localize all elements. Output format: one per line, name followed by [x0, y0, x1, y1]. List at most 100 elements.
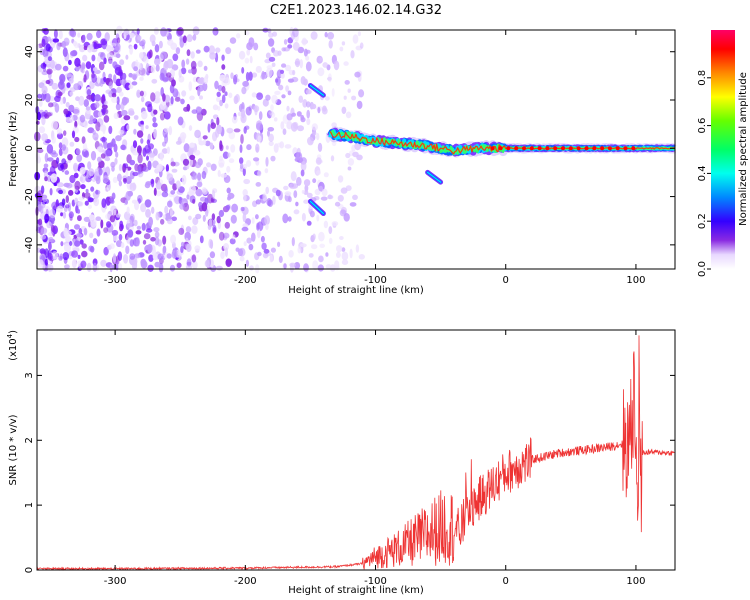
noise-speckle	[345, 111, 352, 119]
noise-speckle	[208, 238, 213, 249]
noise-speckle	[219, 74, 226, 82]
noise-speckle	[267, 28, 272, 34]
noise-speckle	[325, 264, 332, 269]
spectrogram-y-ticks: -40 -20 0 20 40	[24, 45, 675, 253]
signal-peak-dot	[490, 146, 495, 151]
noise-speckle	[122, 178, 127, 183]
noise-speckle	[297, 125, 304, 132]
noise-speckle	[188, 69, 193, 74]
noise-speckle	[195, 213, 202, 220]
noise-speckle	[268, 56, 276, 62]
signal-peak-dot	[600, 146, 605, 151]
noise-speckle	[197, 172, 202, 181]
noise-speckle	[141, 39, 146, 46]
noise-speckle	[123, 97, 130, 104]
noise-speckle	[81, 250, 88, 258]
noise-speckle	[119, 91, 124, 97]
noise-speckle	[145, 228, 153, 233]
noise-speckle	[291, 112, 297, 117]
noise-speckle	[41, 116, 46, 126]
noise-speckle	[96, 56, 102, 63]
noise-speckle	[99, 124, 107, 132]
noise-speckle	[162, 246, 166, 256]
noise-speckle	[126, 206, 130, 214]
noise-speckle	[114, 157, 118, 165]
noise-speckle	[295, 201, 299, 207]
noise-speckle	[225, 145, 229, 150]
noise-speckle	[218, 231, 225, 241]
noise-speckle	[293, 190, 298, 199]
noise-speckle	[312, 131, 317, 136]
noise-speckle	[44, 152, 49, 163]
noise-speckle	[291, 76, 299, 83]
noise-speckle	[103, 227, 109, 234]
noise-speckle	[45, 79, 51, 85]
signal-peak-dot	[545, 146, 550, 151]
noise-speckle	[129, 46, 134, 55]
noise-speckle	[285, 85, 289, 92]
noise-speckle	[100, 137, 107, 142]
noise-speckle	[222, 151, 229, 159]
noise-speckle	[115, 151, 119, 158]
noise-speckle	[50, 173, 58, 183]
noise-speckle	[135, 230, 142, 235]
noise-speckle	[61, 40, 67, 48]
noise-speckle	[136, 225, 142, 230]
noise-speckle	[114, 66, 122, 76]
noise-speckle	[67, 154, 73, 161]
noise-speckle	[300, 117, 306, 123]
noise-speckle	[292, 41, 300, 51]
noise-speckle	[41, 85, 48, 95]
noise-speckle	[288, 196, 292, 203]
noise-speckle	[84, 192, 91, 199]
noise-speckle	[202, 214, 206, 222]
snr-y-axis-label: SNR (10 * v/v)	[8, 414, 19, 485]
noise-speckle	[202, 81, 208, 92]
noise-speckle	[341, 251, 349, 261]
noise-speckle	[125, 245, 130, 255]
colorbar-tick-label: 0.2	[697, 213, 708, 229]
noise-speckle	[62, 65, 69, 72]
noise-speckle	[305, 55, 310, 61]
noise-speckle	[245, 259, 249, 267]
noise-speckle	[60, 241, 64, 247]
noise-speckle	[306, 109, 311, 119]
noise-speckle	[47, 264, 54, 272]
signal-peak-dot	[607, 146, 612, 151]
noise-speckle	[194, 162, 202, 169]
snr-x-tick-label: 0	[503, 576, 509, 587]
noise-speckle	[120, 224, 124, 230]
noise-speckle	[58, 189, 64, 195]
noise-speckle	[113, 112, 119, 120]
noise-speckle	[148, 152, 156, 158]
noise-speckle	[242, 223, 249, 228]
noise-speckle	[153, 227, 160, 233]
noise-speckle	[172, 88, 179, 98]
spectrogram-x-tick-label: -300	[104, 275, 127, 286]
colorbar-tick-label: 0.0	[697, 261, 708, 277]
noise-speckle	[270, 104, 274, 111]
noise-speckle	[177, 26, 184, 36]
noise-speckle	[56, 132, 64, 140]
noise-speckle	[100, 153, 106, 159]
noise-speckle	[162, 93, 166, 102]
noise-speckle	[88, 168, 95, 177]
colorbar-tick-label: 0.8	[697, 70, 708, 86]
noise-speckle	[153, 128, 158, 139]
noise-speckle	[226, 165, 231, 173]
noise-speckle	[140, 138, 144, 144]
noise-speckle	[77, 201, 84, 207]
noise-speckle	[265, 67, 273, 78]
noise-speckle	[220, 173, 227, 178]
noise-speckle	[191, 225, 198, 234]
noise-speckle	[89, 232, 94, 239]
noise-speckle	[144, 182, 151, 189]
noise-speckle	[229, 238, 236, 245]
noise-speckle	[56, 205, 64, 213]
noise-speckle	[94, 94, 101, 102]
noise-speckle	[176, 262, 182, 269]
spectrogram-signal-layer	[307, 83, 679, 216]
noise-speckle	[37, 247, 41, 253]
svg-text:(x104): (x104)	[6, 330, 19, 361]
